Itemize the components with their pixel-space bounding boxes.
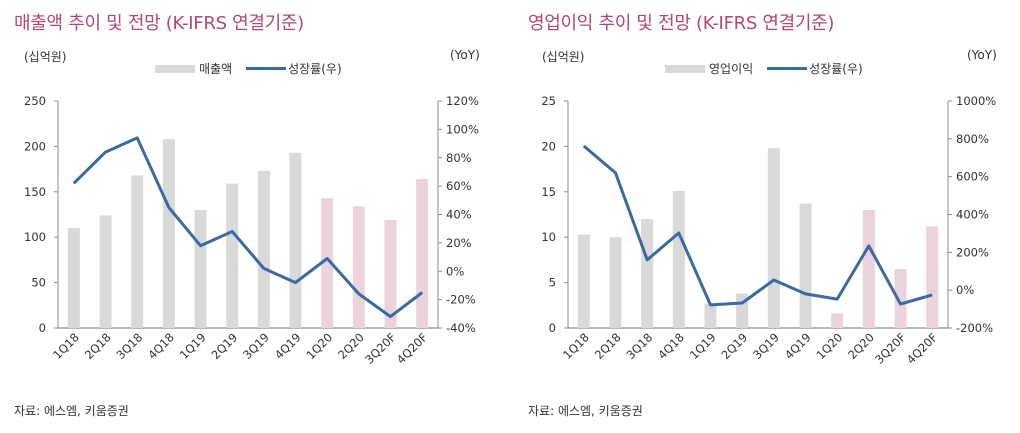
left-y-tick-label: 250 (24, 94, 46, 108)
legend-line-label: 성장률(우) (288, 62, 342, 76)
x-tick-label: 4Q18 (145, 330, 177, 362)
x-tick-label: 3Q19 (240, 330, 272, 362)
x-tick-label: 3Q20F (872, 330, 909, 367)
legend-bar-swatch (155, 64, 195, 73)
right-y-tick-label: 400% (956, 208, 989, 222)
legend-line-swatch (767, 67, 808, 70)
x-tick-label: 1Q20 (303, 330, 335, 362)
bar-1Q19 (704, 303, 717, 328)
legend: 매출액 성장률(우) (155, 60, 342, 77)
bar-2Q18 (99, 215, 112, 328)
bar-4Q19 (799, 203, 812, 328)
right-y-tick-label: 120% (446, 94, 479, 108)
x-tick-label: 3Q18 (113, 330, 145, 362)
right-y-tick-label: 60% (446, 179, 472, 193)
right-y-tick-label: 100% (446, 122, 479, 136)
chart-title: 영업이익 추이 및 전망 (K-IFRS 연결기준) (528, 13, 835, 34)
left-y-tick-label: 100 (24, 230, 46, 244)
right-y-tick-label: 1000% (956, 94, 996, 108)
right-y-tick-label: 20% (446, 236, 472, 250)
legend-line-label: 성장률(우) (809, 62, 863, 76)
x-tick-label: 2Q19 (208, 330, 240, 362)
left-y-tick-label: 20 (541, 139, 556, 153)
right-y-tick-label: -40% (446, 321, 476, 335)
x-tick-label: 3Q20F (362, 330, 399, 367)
source-note: 자료: 에스엠, 키움증권 (14, 404, 129, 418)
bar-1Q19 (194, 209, 207, 328)
bar-2Q19 (226, 183, 239, 328)
bar-3Q20F (894, 268, 907, 328)
bar-1Q20 (321, 198, 334, 328)
x-tick-label: 1Q18 (50, 330, 82, 362)
bar-4Q18 (672, 190, 685, 328)
x-tick-label: 2Q19 (718, 330, 750, 362)
bar-2Q20 (862, 209, 875, 328)
bar-4Q20F (926, 226, 939, 328)
legend-bar-label: 매출액 (199, 62, 233, 76)
right-y-tick-label: -20% (446, 293, 476, 307)
right-y-tick-label: 0% (956, 283, 974, 297)
bar-1Q20 (831, 313, 844, 328)
bar-3Q18 (131, 175, 144, 328)
right-y-tick-label: 200% (956, 245, 989, 259)
left-y-tick-label: 10 (541, 230, 556, 244)
right-axis-unit: (YoY) (450, 48, 480, 62)
left-y-tick-label: 150 (24, 185, 46, 199)
left-y-tick-label: 25 (541, 94, 556, 108)
x-tick-label: 4Q20F (394, 330, 431, 367)
x-tick-label: 2Q18 (82, 330, 114, 362)
left-y-tick-label: 0 (549, 321, 556, 335)
bar-3Q19 (767, 148, 780, 328)
x-tick-label: 3Q19 (750, 330, 782, 362)
x-tick-label: 1Q18 (560, 330, 592, 362)
left-y-tick-label: 5 (549, 276, 556, 290)
bar-2Q18 (609, 237, 622, 328)
operating-profit-chart-panel: 영업이익 추이 및 전망 (K-IFRS 연결기준) (십억원) (YoY) 영… (510, 0, 1020, 433)
x-tick-label: 1Q19 (177, 330, 209, 362)
x-tick-label: 4Q19 (272, 330, 304, 362)
growth-rate-line (72, 136, 424, 319)
x-tick-label: 4Q18 (655, 330, 687, 362)
right-y-tick-label: 0% (446, 264, 464, 278)
legend: 영업이익 성장률(우) (665, 60, 863, 77)
revenue-chart: 0 50 100 150 200 250 -40% -20% 0% 20% 40% 60% 80% 100… (24, 94, 479, 367)
bar-1Q18 (577, 234, 590, 328)
left-axis-unit: (십억원) (542, 50, 585, 64)
bar-4Q18 (162, 139, 175, 328)
bar-3Q18 (641, 219, 654, 328)
x-tick-label: 4Q20F (904, 330, 941, 367)
revenue-chart-panel: 매출액 추이 및 전망 (K-IFRS 연결기준) (십억원) (YoY) 매출… (14, 13, 480, 418)
x-tick-label: 1Q19 (687, 330, 719, 362)
source-note: 자료: 에스엠, 키움증권 (528, 404, 643, 418)
right-axis-unit: (YoY) (967, 48, 997, 62)
bar-4Q20F (416, 179, 429, 328)
x-tick-label: 1Q20 (813, 330, 845, 362)
left-y-tick-label: 0 (39, 321, 46, 335)
x-tick-label: 4Q19 (782, 330, 814, 362)
bar-3Q19 (257, 170, 270, 328)
right-y-tick-label: 600% (956, 170, 989, 184)
bar-4Q19 (289, 152, 302, 328)
legend-bar-label: 영업이익 (709, 62, 754, 76)
left-axis-unit: (십억원) (24, 50, 67, 64)
right-y-tick-label: -200% (956, 321, 993, 335)
bar-3Q20F (384, 219, 397, 328)
operating-profit-chart: 0 5 10 15 20 25 -200% 0% 200% 400% 600% 800% 1000% 1Q… (541, 94, 996, 367)
right-y-tick-label: 800% (956, 132, 989, 146)
right-y-tick-label: 80% (446, 151, 472, 165)
legend-bar-swatch (665, 64, 705, 73)
left-y-tick-label: 15 (541, 185, 556, 199)
bar-2Q20 (352, 206, 365, 328)
legend-line-swatch (246, 67, 287, 70)
right-y-tick-label: 40% (446, 208, 472, 222)
left-y-tick-label: 200 (24, 139, 46, 153)
growth-rate-line (582, 144, 933, 307)
bar-1Q18 (67, 228, 80, 328)
left-y-tick-label: 50 (31, 276, 46, 290)
x-tick-label: 3Q18 (623, 330, 655, 362)
x-tick-label: 2Q18 (592, 330, 624, 362)
chart-title: 매출액 추이 및 전망 (K-IFRS 연결기준) (14, 13, 304, 34)
